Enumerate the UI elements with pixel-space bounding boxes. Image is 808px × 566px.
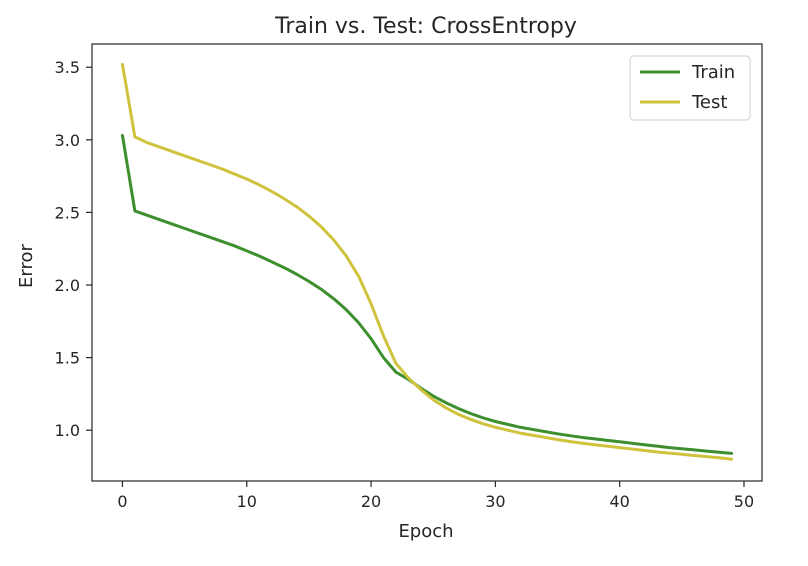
x-tick-label: 30 (485, 492, 505, 511)
legend-label-train: Train (691, 62, 735, 83)
y-tick-label: 2.5 (55, 203, 80, 222)
x-axis-ticks: 0 10 20 30 40 50 (117, 481, 754, 511)
y-axis-label: Error (16, 243, 37, 287)
x-tick-label: 10 (237, 492, 257, 511)
x-tick-label: 40 (609, 492, 629, 511)
y-tick-label: 1.0 (55, 421, 80, 440)
y-tick-label: 3.5 (55, 58, 80, 77)
y-axis-ticks: 1.0 1.5 2.0 2.5 3.0 3.5 (55, 58, 92, 440)
chart-title: Train vs. Test: CrossEntropy (274, 14, 577, 39)
legend-label-test: Test (691, 92, 727, 113)
series-line-train (120, 133, 734, 455)
x-tick-label: 0 (117, 492, 127, 511)
y-tick-label: 1.5 (55, 349, 80, 368)
x-tick-label: 50 (734, 492, 754, 511)
y-tick-label: 2.0 (55, 276, 80, 295)
x-tick-label: 20 (361, 492, 381, 511)
x-axis-label: Epoch (398, 521, 453, 542)
y-tick-label: 3.0 (55, 131, 80, 150)
series-line-test (120, 62, 734, 461)
legend: Train Test (629, 55, 751, 121)
